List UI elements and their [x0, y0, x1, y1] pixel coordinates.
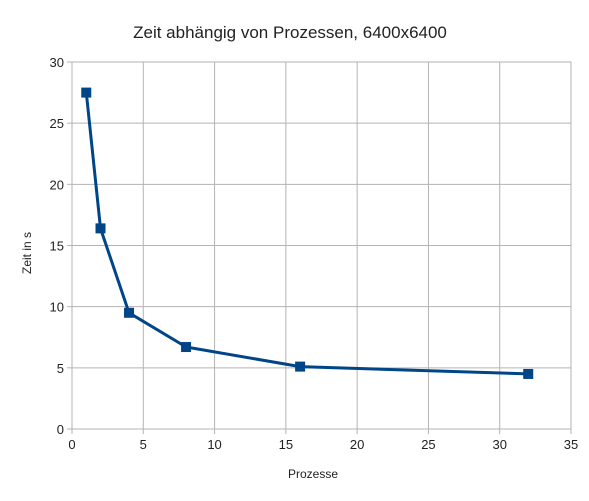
y-tick-label: 30 [50, 55, 64, 70]
data-point-marker [295, 361, 306, 372]
y-tick-label: 5 [57, 361, 64, 376]
series-line [84, 92, 529, 376]
series-layer [81, 87, 534, 379]
grid [71, 61, 572, 430]
data-point-marker [523, 368, 534, 379]
y-tick-label: 10 [50, 300, 64, 315]
x-tick-label: 5 [140, 437, 147, 452]
x-tick-label: 30 [492, 437, 506, 452]
y-tick-label: 0 [57, 422, 64, 437]
data-point-marker [95, 223, 106, 234]
chart-title: Zeit abhängig von Prozessen, 6400x6400 [133, 23, 447, 42]
data-point-marker [124, 307, 135, 318]
x-tick-label: 35 [564, 437, 578, 452]
x-tick-label: 20 [350, 437, 364, 452]
y-tick-label: 25 [50, 116, 64, 131]
y-tick-label: 20 [50, 177, 64, 192]
data-point-marker [181, 342, 192, 353]
y-tick-label: 15 [50, 239, 64, 254]
x-tick-label: 10 [207, 437, 221, 452]
y-axis-title: Zeit in s [20, 232, 34, 274]
data-point-marker [81, 87, 92, 98]
x-tick-label: 0 [68, 437, 75, 452]
axis-ticks: 0 5 10 15 20 25 30 35 0 5 10 15 20 25 30 [50, 55, 579, 452]
x-tick-label: 25 [421, 437, 435, 452]
x-tick-label: 15 [279, 437, 293, 452]
x-axis-title: Prozesse [288, 467, 338, 481]
